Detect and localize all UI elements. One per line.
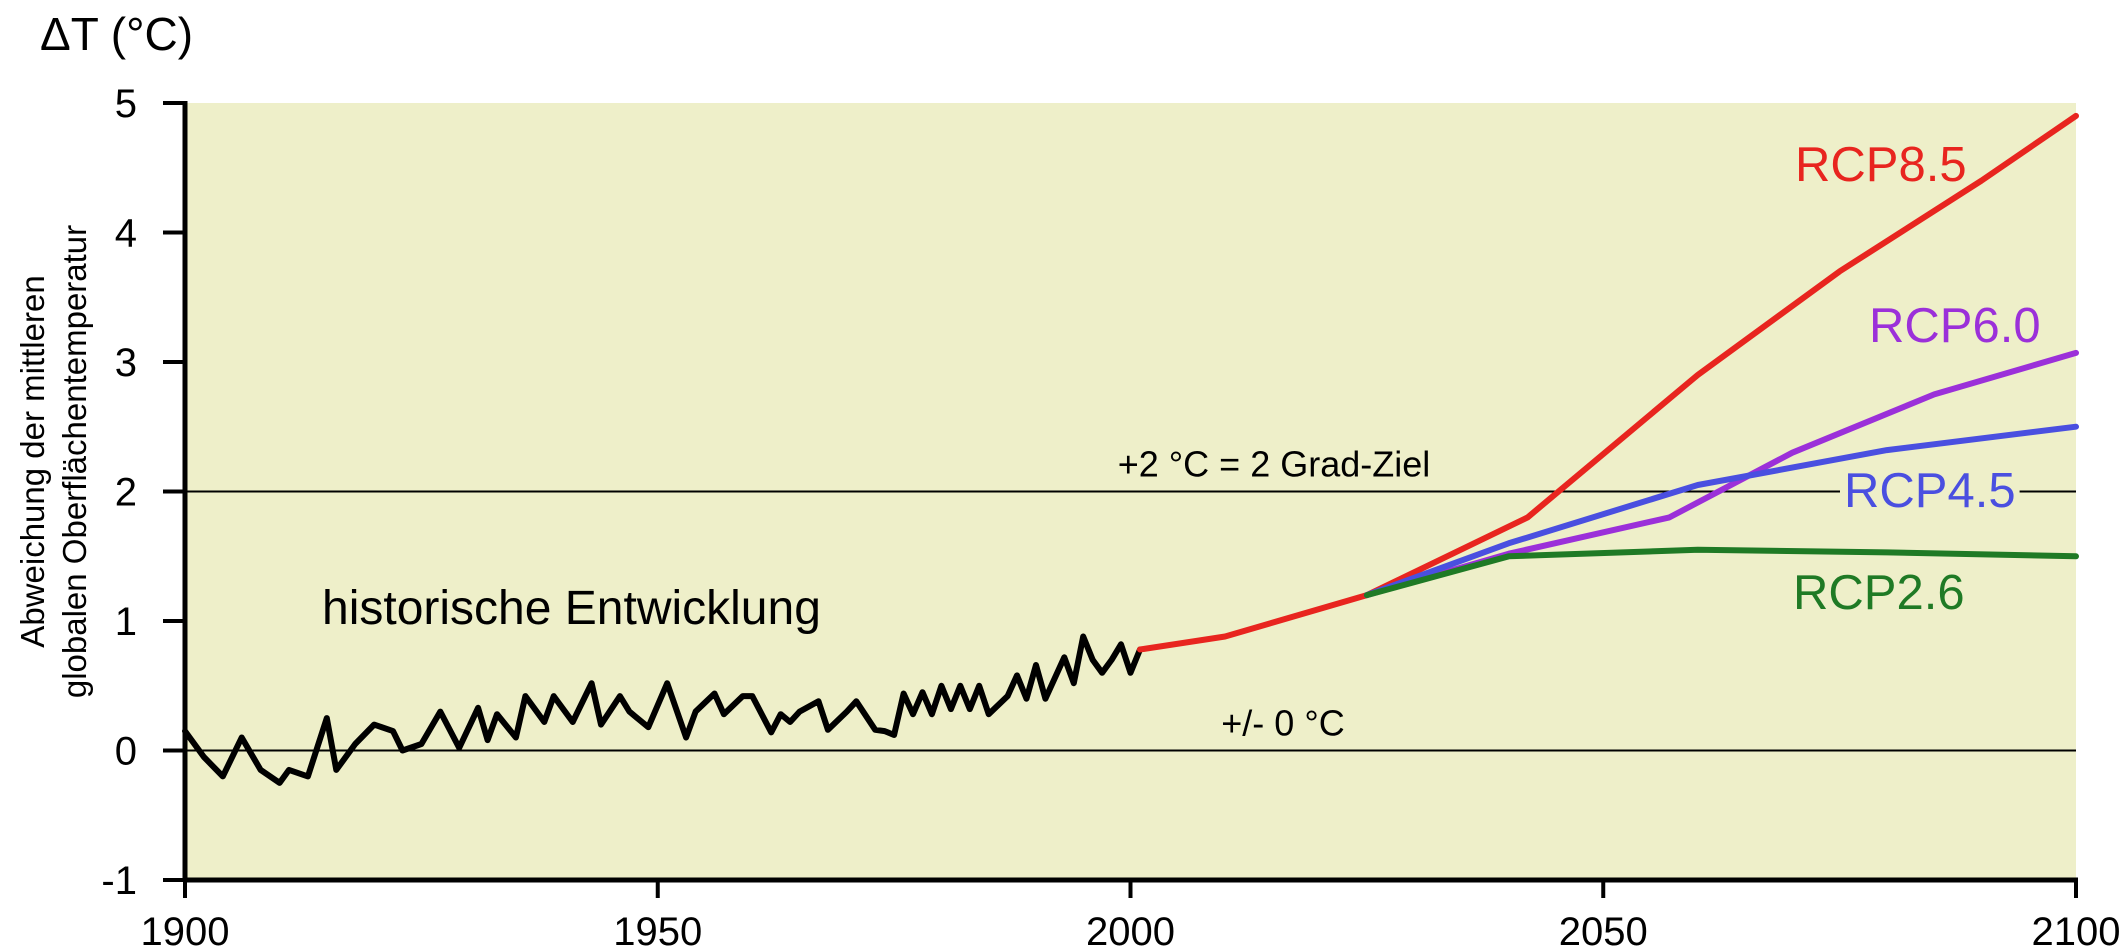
series-line-common bbox=[1137, 592, 1370, 653]
y-tick-label: 4 bbox=[115, 212, 137, 256]
x-tick-label: 1950 bbox=[613, 910, 702, 950]
series-label-rcp2-6: RCP2.6 bbox=[1793, 566, 1965, 620]
series-line-rcp8-5 bbox=[1363, 112, 2079, 599]
y-axis-label: Abweichung der mittleren globalen Oberflä… bbox=[14, 225, 93, 698]
series-line-rcp2-6 bbox=[1363, 546, 2079, 599]
historical-annotation: historische Entwicklung bbox=[322, 582, 821, 635]
x-tick-label: 2000 bbox=[1086, 910, 1175, 950]
series-label-rcp4-5: RCP4.5 bbox=[1844, 464, 2016, 518]
x-tick-label: 2100 bbox=[2032, 910, 2121, 950]
x-tick-label: 2050 bbox=[1559, 910, 1648, 950]
reference-label-0deg: +/- 0 °C bbox=[1221, 703, 1344, 744]
series-label-rcp6-0: RCP6.0 bbox=[1869, 299, 2041, 353]
y-tick-label: 3 bbox=[115, 341, 137, 385]
y-axis-label-line: globalen Oberflächentemperatur bbox=[56, 225, 93, 698]
label-knockout bbox=[1840, 470, 2020, 512]
x-tick-label: 1900 bbox=[141, 910, 230, 950]
y-axis-label-line: Abweichung der mittleren bbox=[14, 275, 51, 647]
y-tick-label: 5 bbox=[115, 82, 137, 126]
y-tick-label: 0 bbox=[115, 730, 137, 774]
y-tick-label: 2 bbox=[115, 471, 137, 515]
series-label-rcp8-5: RCP8.5 bbox=[1795, 138, 1967, 192]
y-tick-label: -1 bbox=[101, 859, 137, 903]
chart-title: ΔT (°C) bbox=[40, 8, 193, 60]
reference-label-2deg: +2 °C = 2 Grad-Ziel bbox=[1118, 444, 1431, 485]
series-line-historical bbox=[182, 633, 1143, 786]
series-line-rcp4-5 bbox=[1363, 423, 2079, 599]
y-tick-label: 1 bbox=[115, 600, 137, 644]
